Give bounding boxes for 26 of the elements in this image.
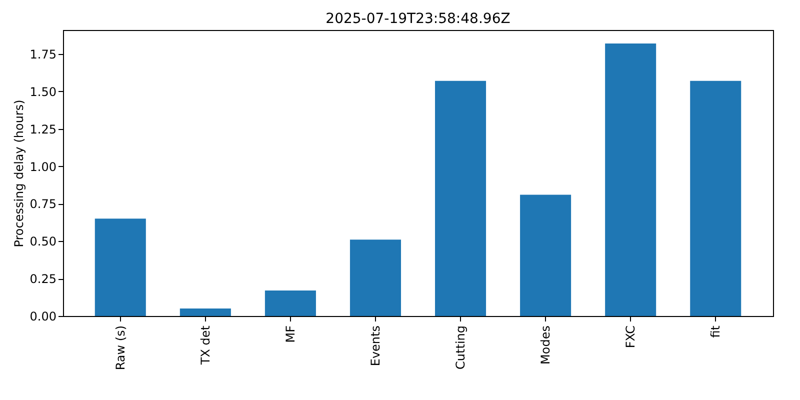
x-tick-label: Events bbox=[368, 326, 382, 366]
x-tick-label: Cutting bbox=[454, 326, 468, 370]
bar bbox=[94, 218, 146, 316]
x-tick-label: TX det bbox=[198, 325, 212, 366]
x-tick-label: Modes bbox=[538, 326, 553, 364]
bar bbox=[180, 308, 231, 316]
y-tick-label: 0.00 bbox=[30, 310, 56, 324]
y-tick-label: 1.00 bbox=[30, 160, 56, 174]
bar bbox=[605, 43, 656, 316]
y-tick-label: 1.50 bbox=[30, 84, 56, 99]
bar bbox=[690, 80, 742, 316]
y-tick-label: 0.75 bbox=[30, 197, 56, 212]
y-tick-label: 0.25 bbox=[30, 272, 56, 286]
y-tick-label: 1.75 bbox=[30, 47, 56, 62]
bar bbox=[520, 194, 572, 316]
x-tick-label: Raw (s) bbox=[113, 326, 128, 370]
chart-title: 2025-07-19T23:58:48.96Z bbox=[326, 11, 510, 27]
x-tick-label: fit bbox=[708, 325, 723, 338]
y-tick-label: 1.25 bbox=[30, 122, 56, 136]
x-tick-label: MF bbox=[283, 325, 298, 343]
bar bbox=[350, 240, 401, 316]
bar bbox=[435, 80, 486, 316]
y-axis-title: Processing delay (hours) bbox=[12, 100, 26, 248]
y-tick-label: 0.50 bbox=[30, 234, 56, 249]
x-tick-label: FXC bbox=[624, 326, 638, 348]
bar bbox=[264, 290, 316, 316]
